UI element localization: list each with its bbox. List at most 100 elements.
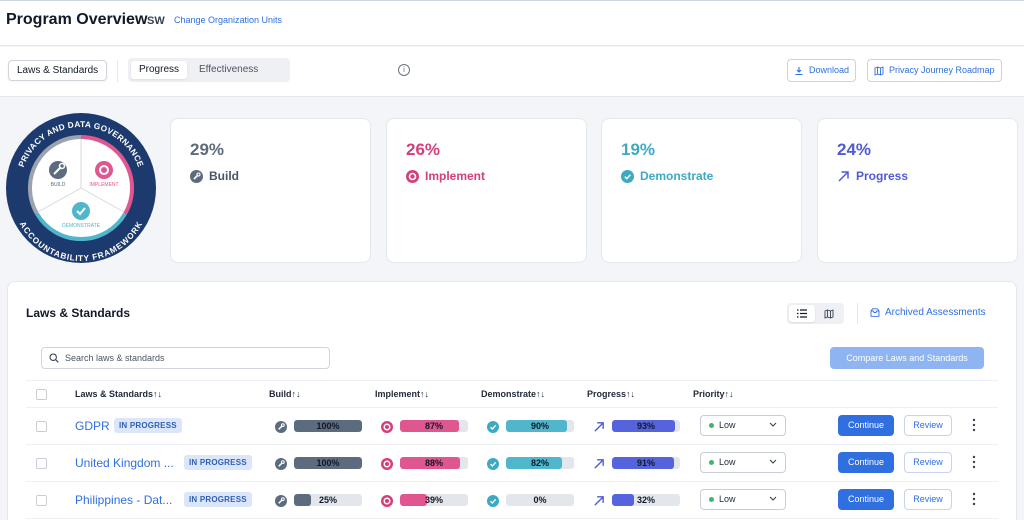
stat-percent: 29% xyxy=(190,140,225,159)
laws-standards-button[interactable]: Laws & Standards xyxy=(8,60,108,81)
status-badge: IN PROGRESS xyxy=(184,492,252,507)
table-row: United Kingdom ... IN PROGRESS 100% 88% … xyxy=(26,445,998,482)
progress-progress-bar: 32% xyxy=(612,494,680,506)
map-icon xyxy=(824,308,834,319)
view-tabs: Progress Effectiveness i xyxy=(128,58,410,82)
more-options-icon[interactable] xyxy=(969,491,979,507)
more-options-icon[interactable] xyxy=(969,454,979,470)
tab-effectiveness[interactable]: Effectiveness xyxy=(199,64,259,75)
view-toggle xyxy=(787,303,844,324)
implement-progress-bar: 87% xyxy=(400,420,468,432)
demonstrate-progress-bar: 0% xyxy=(506,494,574,506)
toolbar: Laws & Standards Progress Effectiveness … xyxy=(0,47,1024,97)
select-all-checkbox[interactable] xyxy=(36,389,47,400)
stat-percent: 26% xyxy=(406,140,441,159)
build-bar-fill xyxy=(294,420,362,432)
tab-progress[interactable]: Progress xyxy=(131,61,188,79)
accountability-framework-badge: BUILD IMPLEMENT DEMONSTRATE PRIVACY AND … xyxy=(6,109,156,267)
demonstrate-progress-bar: 90% xyxy=(506,420,574,432)
build-value: 100% xyxy=(316,421,340,431)
col-implement[interactable]: Implement↑↓ xyxy=(375,389,430,399)
col-laws-standards[interactable]: Laws & Standards↑↓ xyxy=(75,389,163,399)
review-button[interactable]: Review xyxy=(904,415,952,436)
change-org-units-link[interactable]: Change Organization Units xyxy=(174,15,283,25)
col-build[interactable]: Build↑↓ xyxy=(269,389,301,399)
progress-value: 91% xyxy=(636,458,655,468)
continue-button[interactable]: Continue xyxy=(838,415,894,436)
demonstrate-value: 90% xyxy=(530,421,549,431)
progress-bar-fill xyxy=(612,457,674,469)
row-checkbox[interactable] xyxy=(36,495,47,506)
build-bar-fill xyxy=(294,457,362,469)
build-progress-bar: 100% xyxy=(294,457,362,469)
implement-bar-fill xyxy=(400,457,460,469)
gear-icon xyxy=(381,458,393,470)
continue-button[interactable]: Continue xyxy=(838,489,894,510)
priority-select[interactable]: Low xyxy=(700,452,786,473)
priority-value: Low xyxy=(719,420,736,430)
gear-icon xyxy=(381,421,393,433)
build-value: 100% xyxy=(316,458,340,468)
priority-dot xyxy=(709,497,714,502)
stat-label: Build xyxy=(190,169,239,183)
check-circle-icon xyxy=(487,495,499,507)
stat-card-progress: 24% Progress xyxy=(817,118,1018,263)
arrow-up-right-icon xyxy=(594,496,604,506)
wrench-icon xyxy=(275,495,287,507)
search-input[interactable] xyxy=(65,350,323,366)
arrow-up-right-icon xyxy=(838,170,849,182)
col-demonstrate[interactable]: Demonstrate↑↓ xyxy=(481,389,546,399)
map-view-button[interactable] xyxy=(816,305,842,322)
row-checkbox[interactable] xyxy=(36,421,47,432)
priority-dot xyxy=(709,460,714,465)
search-field[interactable] xyxy=(41,347,330,369)
build-value: 25% xyxy=(318,495,337,505)
arrow-up-right-icon xyxy=(594,459,604,469)
stat-card-implement: 26% Implement xyxy=(386,118,587,263)
demonstrate-value: 0% xyxy=(533,495,547,505)
chevron-down-icon xyxy=(769,496,777,501)
priority-value: Low xyxy=(719,494,736,504)
col-priority[interactable]: Priority↑↓ xyxy=(693,389,734,399)
map-icon xyxy=(874,65,884,76)
stat-label: Implement xyxy=(406,169,485,183)
list-view-button[interactable] xyxy=(789,305,815,322)
build-progress-bar: 100% xyxy=(294,420,362,432)
info-icon[interactable]: i xyxy=(398,64,410,76)
status-badge: IN PROGRESS xyxy=(184,455,252,470)
review-button[interactable]: Review xyxy=(904,452,952,473)
more-options-icon[interactable] xyxy=(969,417,979,433)
implement-bar-fill xyxy=(400,494,427,506)
download-button[interactable]: Download xyxy=(787,59,857,82)
compare-laws-button[interactable]: Compare Laws and Standards xyxy=(830,347,984,369)
law-name-link[interactable]: United Kingdom ... xyxy=(75,456,174,470)
law-name-link[interactable]: GDPR xyxy=(75,419,110,433)
priority-dot xyxy=(709,423,714,428)
continue-button[interactable]: Continue xyxy=(838,452,894,473)
stat-percent: 24% xyxy=(837,140,872,159)
progress-value: 32% xyxy=(636,495,655,505)
check-circle-icon xyxy=(487,421,499,433)
download-label: Download xyxy=(809,65,850,75)
stat-card-demonstrate: 19% Demonstrate xyxy=(601,118,802,263)
status-badge: IN PROGRESS xyxy=(114,418,182,433)
priority-select[interactable]: Low xyxy=(700,415,786,436)
privacy-roadmap-button[interactable]: Privacy Journey Roadmap xyxy=(867,59,1002,82)
priority-select[interactable]: Low xyxy=(700,489,786,510)
stat-percent: 19% xyxy=(621,140,656,159)
build-bar-fill xyxy=(294,494,311,506)
gear-icon xyxy=(406,169,419,183)
law-name-link[interactable]: Philippines - Dat... xyxy=(75,493,173,507)
segment-build-label: BUILD xyxy=(51,182,66,188)
implement-progress-bar: 39% xyxy=(400,494,468,506)
archived-assessments-link[interactable]: Archived Assessments xyxy=(870,307,986,318)
table-row: Philippines - Dat... IN PROGRESS 25% 39%… xyxy=(26,482,998,519)
col-progress[interactable]: Progress↑↓ xyxy=(587,389,636,399)
demonstrate-bar-fill xyxy=(506,420,567,432)
review-button[interactable]: Review xyxy=(904,489,952,510)
progress-value: 93% xyxy=(636,421,655,431)
gear-icon xyxy=(381,495,393,507)
row-checkbox[interactable] xyxy=(36,458,47,469)
framework-graphic: BUILD IMPLEMENT DEMONSTRATE PRIVACY AND … xyxy=(6,113,156,263)
top-bar: Program Overview SW Change Organization … xyxy=(0,0,1024,46)
